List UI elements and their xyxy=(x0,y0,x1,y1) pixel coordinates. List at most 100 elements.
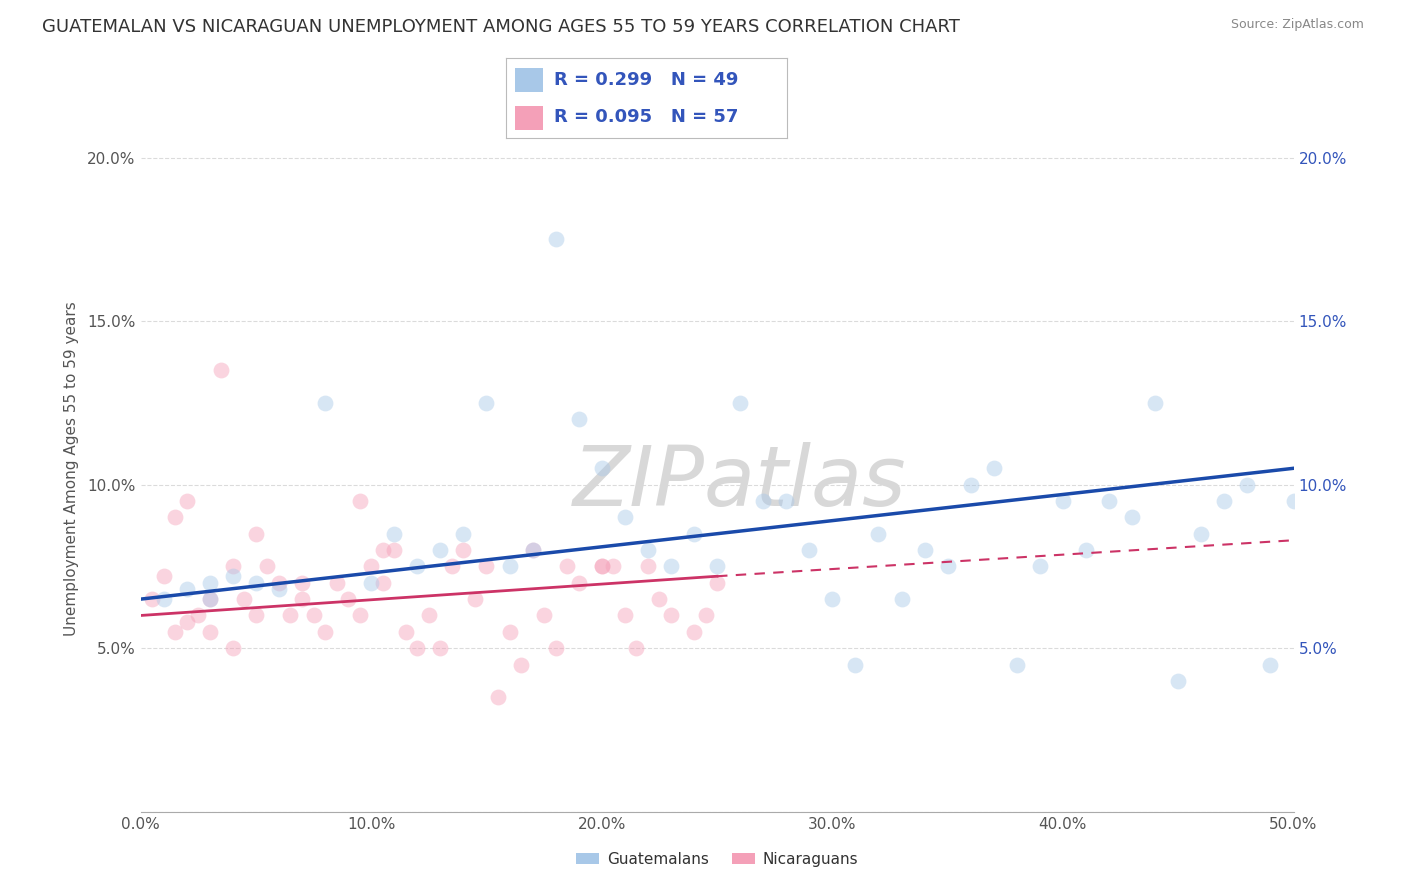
Point xyxy=(233,592,256,607)
Point xyxy=(983,461,1005,475)
Point xyxy=(152,569,174,583)
Point xyxy=(1074,543,1097,558)
Point xyxy=(868,526,890,541)
Point xyxy=(510,657,533,672)
Point xyxy=(728,396,751,410)
FancyBboxPatch shape xyxy=(515,106,543,130)
Point xyxy=(626,641,648,656)
Point xyxy=(637,543,659,558)
Point xyxy=(325,575,347,590)
Point xyxy=(1213,494,1236,508)
Point xyxy=(256,559,278,574)
Point xyxy=(706,559,728,574)
Point xyxy=(198,592,221,607)
Point xyxy=(198,575,221,590)
Point xyxy=(267,582,290,597)
Point xyxy=(544,232,567,246)
Point xyxy=(245,575,267,590)
Point xyxy=(1098,494,1121,508)
Point xyxy=(453,526,475,541)
Point xyxy=(222,641,245,656)
Point xyxy=(914,543,936,558)
Point xyxy=(245,608,267,623)
Point xyxy=(522,543,544,558)
Point xyxy=(429,543,451,558)
Point xyxy=(591,559,613,574)
Point xyxy=(821,592,844,607)
Point xyxy=(337,592,360,607)
Point xyxy=(613,510,636,524)
Point xyxy=(1260,657,1282,672)
Point xyxy=(1282,494,1305,508)
Point xyxy=(360,559,382,574)
Point xyxy=(382,526,405,541)
Point xyxy=(291,575,314,590)
Point xyxy=(267,575,290,590)
Point xyxy=(440,559,463,574)
Point xyxy=(291,592,314,607)
Point xyxy=(222,559,245,574)
Point xyxy=(360,575,382,590)
Point xyxy=(198,624,221,639)
Point xyxy=(302,608,325,623)
Point xyxy=(959,477,981,491)
Point xyxy=(176,615,198,629)
Point xyxy=(1121,510,1143,524)
Point xyxy=(486,690,509,705)
Point xyxy=(406,559,429,574)
Point xyxy=(475,559,498,574)
Point xyxy=(1189,526,1212,541)
Point xyxy=(1052,494,1074,508)
Point xyxy=(141,592,163,607)
Point xyxy=(1144,396,1167,410)
Point xyxy=(498,559,520,574)
Text: R = 0.095   N = 57: R = 0.095 N = 57 xyxy=(554,108,738,126)
Point xyxy=(775,494,797,508)
Point xyxy=(637,559,659,574)
Text: Source: ZipAtlas.com: Source: ZipAtlas.com xyxy=(1230,18,1364,31)
Point xyxy=(1005,657,1028,672)
Point xyxy=(280,608,302,623)
Point xyxy=(371,543,394,558)
Point xyxy=(568,575,591,590)
Point xyxy=(165,510,187,524)
Point xyxy=(209,363,232,377)
Point xyxy=(591,461,613,475)
Point xyxy=(799,543,821,558)
Point xyxy=(314,396,336,410)
Point xyxy=(659,559,682,574)
Point xyxy=(349,494,371,508)
Text: ZIPatlas: ZIPatlas xyxy=(574,442,907,523)
Point xyxy=(683,526,706,541)
Point xyxy=(1167,673,1189,688)
Legend: Guatemalans, Nicaraguans: Guatemalans, Nicaraguans xyxy=(571,846,863,872)
Point xyxy=(659,608,682,623)
Point xyxy=(1029,559,1052,574)
Point xyxy=(475,396,498,410)
Text: R = 0.299   N = 49: R = 0.299 N = 49 xyxy=(554,70,738,88)
Point xyxy=(602,559,624,574)
Point xyxy=(890,592,912,607)
Point xyxy=(406,641,429,656)
Y-axis label: Unemployment Among Ages 55 to 59 years: Unemployment Among Ages 55 to 59 years xyxy=(65,301,79,636)
Point xyxy=(522,543,544,558)
Text: GUATEMALAN VS NICARAGUAN UNEMPLOYMENT AMONG AGES 55 TO 59 YEARS CORRELATION CHAR: GUATEMALAN VS NICARAGUAN UNEMPLOYMENT AM… xyxy=(42,18,960,36)
Point xyxy=(613,608,636,623)
Point xyxy=(498,624,520,639)
Point xyxy=(314,624,336,639)
Point xyxy=(464,592,486,607)
Point xyxy=(591,559,613,574)
Point xyxy=(418,608,440,623)
Point xyxy=(544,641,567,656)
Point xyxy=(198,592,221,607)
Point xyxy=(187,608,209,623)
Point xyxy=(349,608,371,623)
Point xyxy=(844,657,866,672)
Point xyxy=(176,494,198,508)
Point xyxy=(533,608,555,623)
Point xyxy=(555,559,578,574)
Point xyxy=(706,575,728,590)
Point xyxy=(176,582,198,597)
Point xyxy=(683,624,706,639)
Point xyxy=(568,412,591,426)
